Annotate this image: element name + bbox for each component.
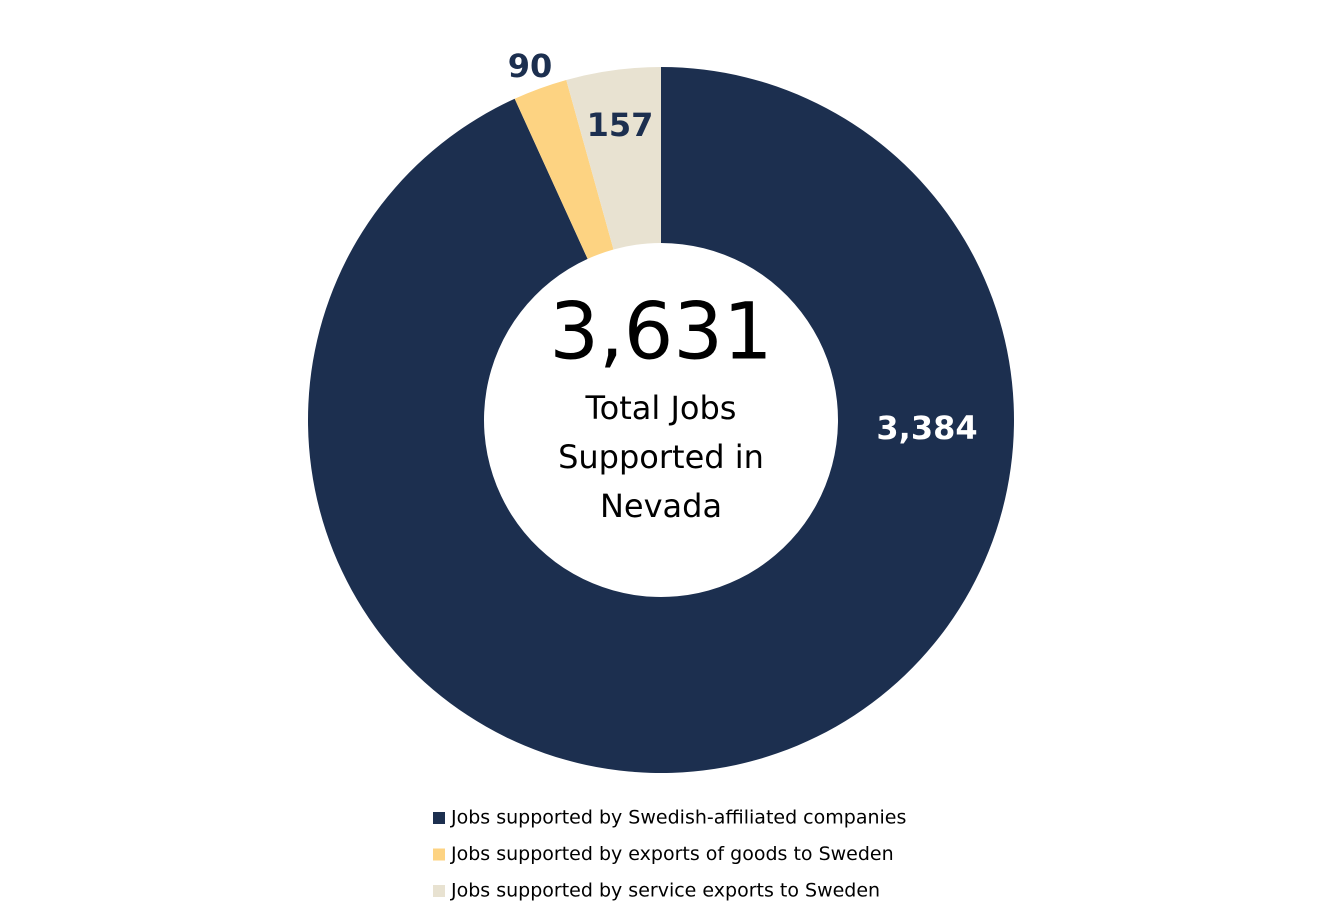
legend-label: Jobs supported by service exports to Swe…: [450, 880, 880, 902]
center-text: Total Jobs: [585, 389, 737, 427]
legend-label: Jobs supported by Swedish-affiliated com…: [450, 807, 906, 829]
legend-swatch: [433, 812, 445, 824]
value-label: 3,384: [876, 409, 977, 447]
center-total: 3,631: [549, 287, 772, 377]
value-label: 157: [587, 106, 654, 144]
center-text: Supported in: [558, 438, 764, 476]
legend-label: Jobs supported by exports of goods to Sw…: [450, 843, 894, 865]
legend-swatch: [433, 848, 445, 861]
center-text: Nevada: [600, 487, 722, 525]
donut-slice: [514, 79, 614, 259]
legend-swatch: [433, 885, 445, 897]
donut-slice: [307, 67, 1014, 773]
donut-slice: [566, 67, 661, 250]
value-label: 90: [508, 47, 553, 85]
